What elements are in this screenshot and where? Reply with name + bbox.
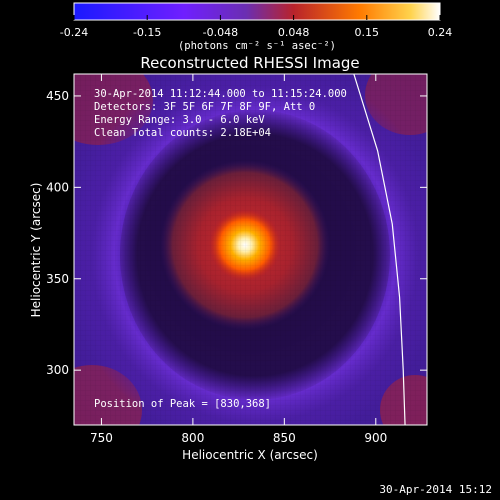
colorbar-ticks: -0.24 -0.15 -0.048 0.048 0.15 0.24 [60, 15, 452, 39]
annotation-time-range: 30-Apr-2014 11:12:44.000 to 11:15:24.000 [94, 88, 347, 100]
x-tick-label: 750 [90, 431, 113, 445]
pixel-grid [74, 74, 427, 425]
colorbar-gradient [73, 2, 441, 21]
colorbar-units: (photons cm⁻² s⁻¹ asec⁻²) [178, 40, 336, 52]
x-tick-label: 900 [364, 431, 387, 445]
heatmap-image [74, 74, 427, 425]
colorbar-tick-label: 0.24 [428, 26, 453, 39]
y-tick-label: 450 [46, 89, 69, 103]
colorbar: -0.24 -0.15 -0.048 0.048 0.15 0.24 (photons c… [60, 2, 452, 52]
annotations: 30-Apr-2014 11:12:44.000 to 11:15:24.000… [94, 88, 347, 410]
x-axis-label: Heliocentric X (arcsec) [182, 448, 318, 462]
colorbar-tick-label: -0.24 [60, 26, 88, 39]
annotation-total-counts: Clean Total counts: 2.18E+04 [94, 127, 271, 139]
colorbar-tick-label: -0.15 [133, 26, 161, 39]
chart-title: Reconstructed RHESSI Image [140, 54, 359, 72]
annotation-peak-position: Position of Peak = [830,368] [94, 398, 271, 410]
y-tick-label: 300 [46, 363, 69, 377]
colorbar-tick-label: 0.048 [278, 26, 310, 39]
annotation-detectors: Detectors: 3F 5F 6F 7F 8F 9F, Att 0 [94, 101, 315, 113]
colorbar-tick-label: -0.048 [203, 26, 238, 39]
y-axis-label: Heliocentric Y (arcsec) [29, 183, 43, 318]
footer-timestamp: 30-Apr-2014 15:12 [379, 483, 492, 496]
solar-limb-curve [353, 74, 406, 425]
y-axis: 300 350 400 450 [46, 89, 427, 377]
y-tick-label: 400 [46, 180, 69, 194]
x-axis: 750 800 850 900 [90, 74, 387, 445]
plot-frame [73, 73, 428, 426]
y-tick-label: 350 [46, 272, 69, 286]
annotation-energy-range: Energy Range: 3.0 - 6.0 keV [94, 114, 265, 126]
colorbar-tick-label: 0.15 [355, 26, 380, 39]
x-tick-label: 800 [181, 431, 204, 445]
x-tick-label: 850 [273, 431, 296, 445]
